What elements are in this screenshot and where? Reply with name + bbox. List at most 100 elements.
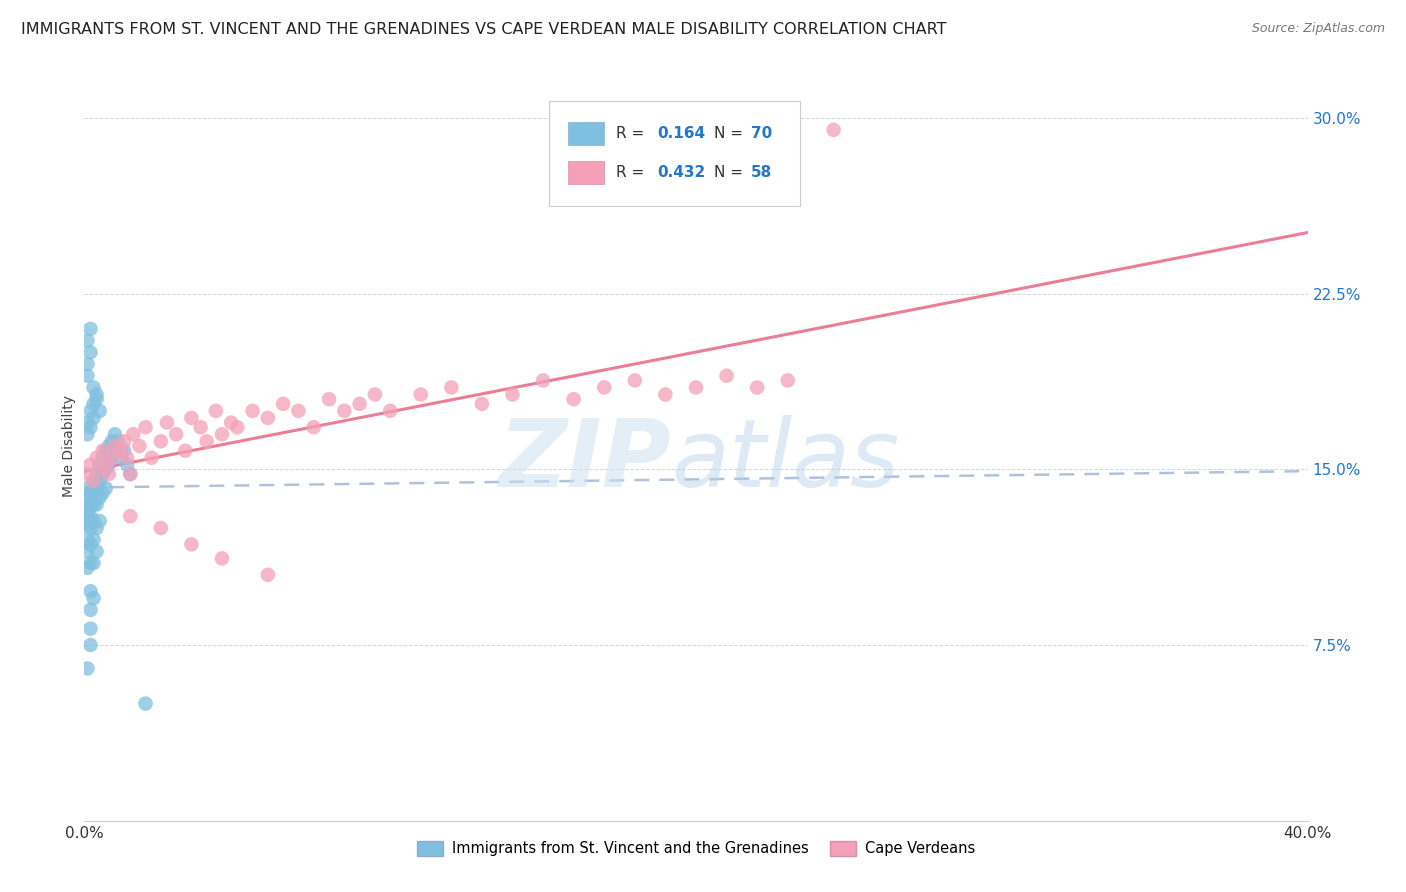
Point (86, 387, 108, 401)
Point (94, 443, 117, 458)
Point (86, 498, 108, 512)
Point (120, 509, 142, 524)
Point (165, 427, 187, 442)
Point (79, 485, 101, 500)
Point (79, 420, 101, 434)
Point (135, 420, 157, 434)
Point (502, 387, 524, 401)
Point (624, 374, 647, 388)
Point (76, 514, 98, 528)
Point (83, 556, 105, 570)
Point (101, 450, 124, 465)
Point (89, 404, 111, 418)
Point (76, 661, 98, 675)
Point (89, 491, 111, 505)
Point (83, 397, 105, 411)
Point (76, 509, 98, 524)
Point (104, 427, 127, 442)
Point (79, 345, 101, 359)
Point (76, 518, 98, 533)
Point (76, 467, 98, 482)
Point (89, 474, 111, 488)
Point (83, 498, 105, 512)
Point (531, 374, 554, 388)
FancyBboxPatch shape (550, 102, 800, 206)
Point (89, 514, 111, 528)
Point (79, 498, 101, 512)
Point (205, 404, 228, 418)
Point (112, 434, 135, 449)
Text: N =: N = (714, 165, 748, 180)
Point (174, 443, 197, 458)
Point (716, 368, 738, 383)
Point (101, 434, 124, 449)
Point (180, 411, 202, 425)
Text: 0.432: 0.432 (657, 165, 704, 180)
Point (94, 458, 117, 472)
Point (257, 567, 280, 582)
Point (333, 404, 356, 418)
Point (380, 404, 402, 418)
Point (287, 404, 309, 418)
Text: N =: N = (714, 126, 748, 141)
Point (86, 544, 108, 558)
Point (112, 443, 135, 458)
Point (440, 380, 463, 394)
Text: ZIP: ZIP (499, 415, 672, 507)
Point (83, 411, 105, 425)
Bar (568, 161, 605, 184)
Point (135, 697, 157, 711)
Text: Source: ZipAtlas.com: Source: ZipAtlas.com (1251, 22, 1385, 36)
Point (409, 387, 432, 401)
Point (76, 334, 98, 348)
Text: 0.164: 0.164 (657, 126, 704, 141)
Point (747, 380, 769, 394)
Point (76, 498, 98, 512)
Point (149, 434, 172, 449)
Legend: Immigrants from St. Vincent and the Grenadines, Cape Verdeans: Immigrants from St. Vincent and the Gren… (411, 835, 981, 862)
Point (79, 322, 101, 336)
Point (226, 420, 249, 434)
Point (76, 533, 98, 547)
Point (219, 416, 242, 430)
Point (141, 450, 163, 465)
Point (128, 439, 150, 453)
Point (83, 514, 105, 528)
Point (83, 474, 105, 488)
Point (271, 397, 294, 411)
Point (115, 458, 138, 472)
Point (76, 357, 98, 371)
Point (242, 404, 264, 418)
Point (211, 427, 233, 442)
Point (89, 458, 111, 472)
Point (776, 374, 799, 388)
Point (79, 622, 101, 636)
Point (156, 416, 179, 430)
Point (79, 509, 101, 524)
Point (86, 450, 108, 465)
Point (76, 416, 98, 430)
Point (83, 485, 105, 500)
Point (79, 521, 101, 535)
Point (101, 450, 124, 465)
Text: IMMIGRANTS FROM ST. VINCENT AND THE GRENADINES VS CAPE VERDEAN MALE DISABILITY C: IMMIGRANTS FROM ST. VINCENT AND THE GREN… (21, 22, 946, 37)
Point (86, 467, 108, 482)
Point (76, 427, 98, 442)
Point (364, 387, 387, 401)
Point (83, 380, 105, 394)
Text: atlas: atlas (672, 416, 900, 507)
Point (823, 123, 845, 137)
Point (97, 467, 120, 482)
Point (180, 537, 202, 551)
Point (86, 481, 108, 495)
Point (97, 439, 120, 453)
Point (654, 387, 676, 401)
Point (94, 462, 117, 476)
Point (107, 434, 129, 449)
Point (195, 434, 218, 449)
Point (122, 427, 145, 442)
Point (86, 521, 108, 535)
Point (97, 458, 120, 472)
Text: R =: R = (616, 126, 650, 141)
Point (94, 481, 117, 495)
